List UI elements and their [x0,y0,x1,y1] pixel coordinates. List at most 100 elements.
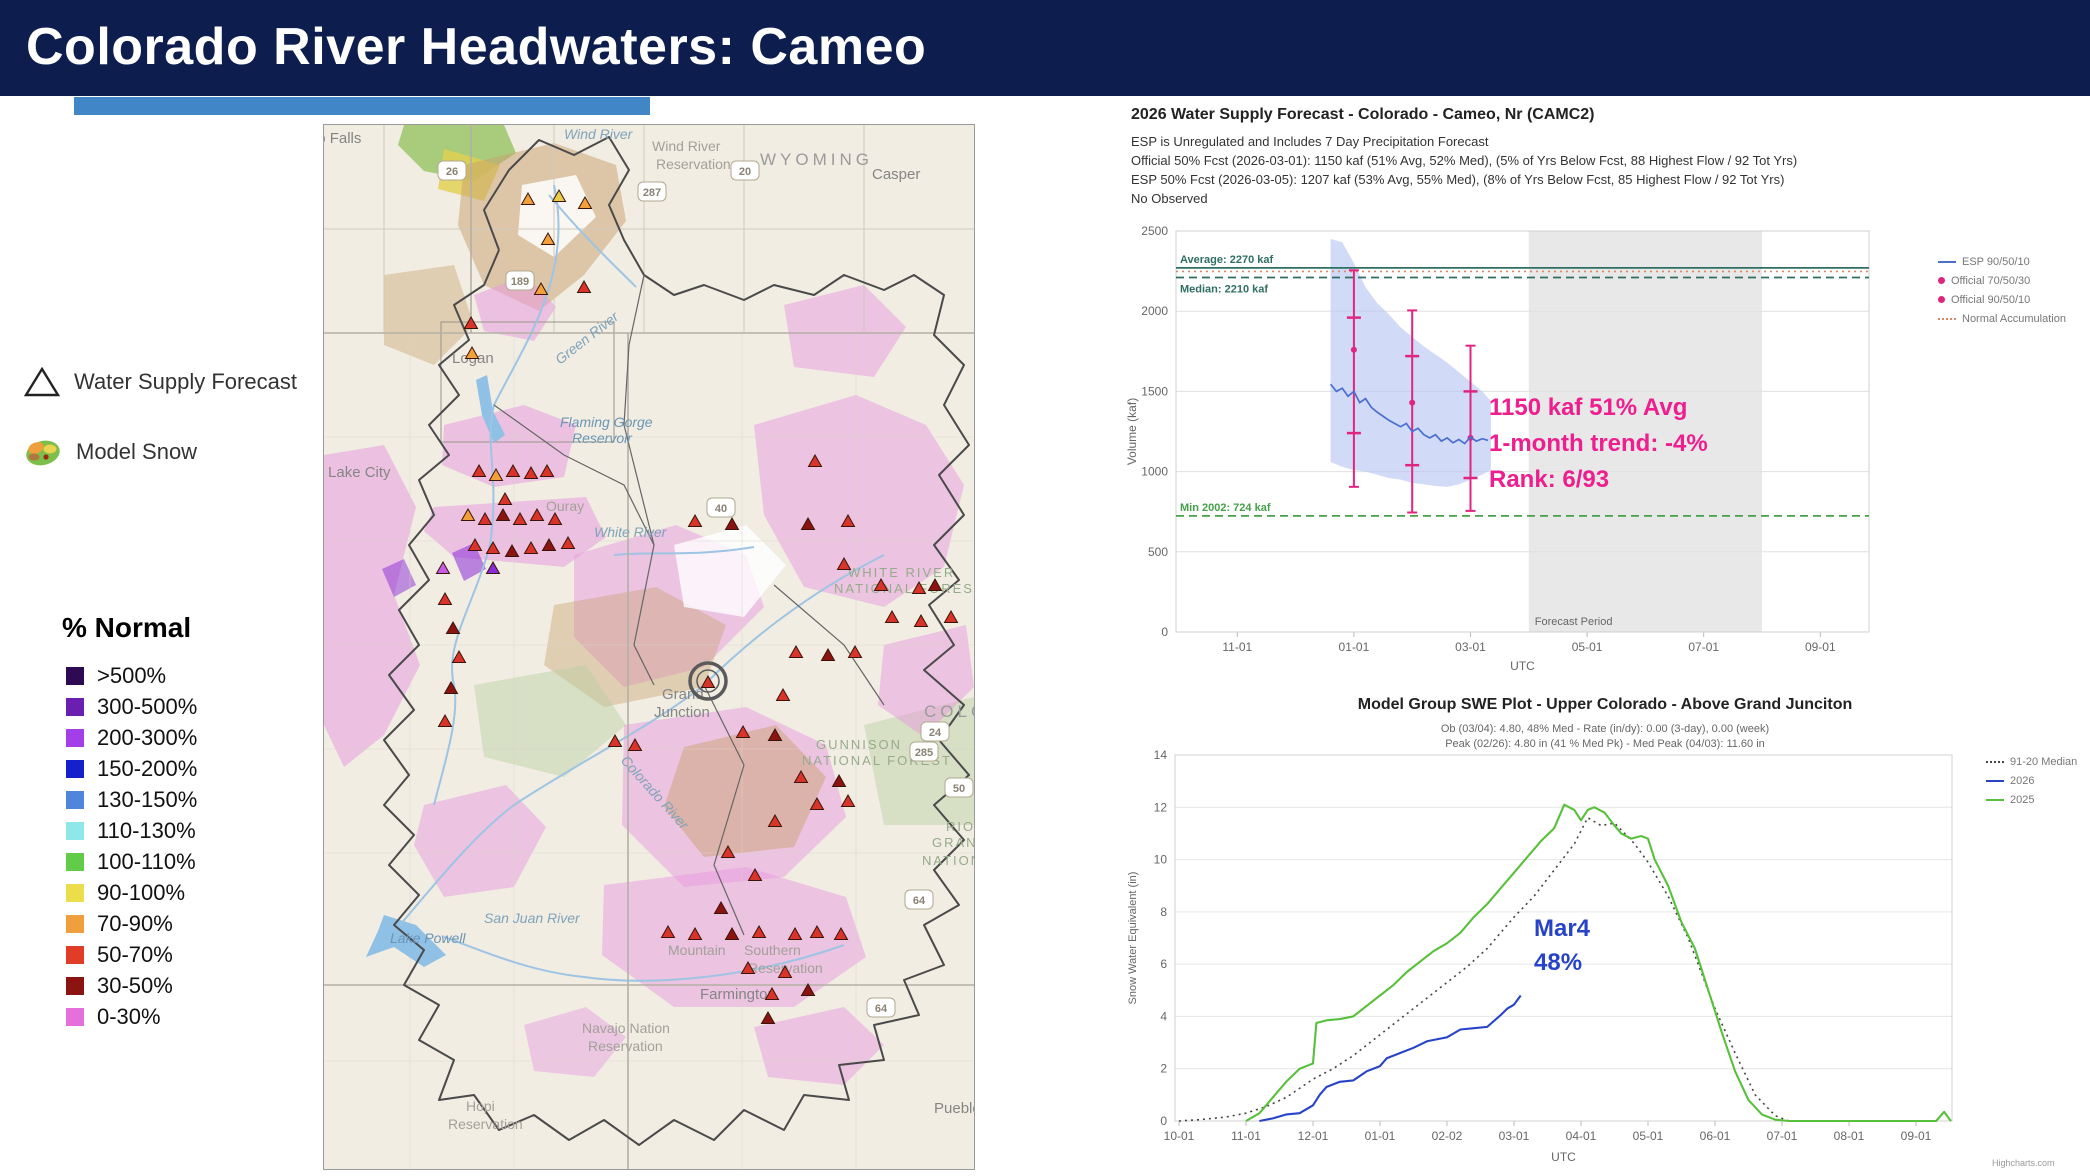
station-marker[interactable] [700,674,716,688]
station-marker[interactable] [793,769,809,783]
station-marker[interactable] [943,609,959,623]
station-marker[interactable] [747,867,763,881]
station-marker[interactable] [539,463,555,477]
station-marker[interactable] [523,465,539,479]
pct-normal-heading: % Normal [62,612,192,643]
station-marker[interactable] [767,727,783,741]
station-marker[interactable] [787,926,803,940]
station-marker[interactable] [809,924,825,938]
station-marker[interactable] [777,964,793,978]
chart-legend-item[interactable]: ESP 90/50/10 [1938,252,2066,271]
highcharts-credit[interactable]: Highcharts.com [1992,1158,2055,1168]
station-marker[interactable] [463,315,479,329]
station-marker[interactable] [775,687,791,701]
station-marker[interactable] [445,620,461,634]
chart-legend-item[interactable]: Normal Accumulation [1938,309,2066,328]
station-marker[interactable] [764,986,780,1000]
station-marker[interactable] [807,453,823,467]
station-marker[interactable] [504,543,520,557]
station-marker[interactable] [607,733,623,747]
station-marker[interactable] [873,577,889,591]
station-marker[interactable] [760,1010,776,1024]
station-marker[interactable] [577,195,593,209]
station-marker[interactable] [831,773,847,787]
station-marker[interactable] [724,516,740,530]
station-marker[interactable] [460,507,476,521]
station-marker[interactable] [713,900,729,914]
page-title: Colorado River Headwaters: Cameo [26,18,927,76]
chart-legend-item[interactable]: Official 90/50/10 [1938,290,2066,309]
station-marker[interactable] [497,491,513,505]
station-marker[interactable] [724,926,740,940]
station-marker[interactable] [767,813,783,827]
map-label: Idaho Falls [324,130,361,147]
station-marker[interactable] [740,960,756,974]
legend-series-icon [1986,798,2004,801]
station-marker[interactable] [477,511,493,525]
station-marker[interactable] [495,507,511,521]
station-marker[interactable] [471,463,487,477]
station-marker[interactable] [820,647,836,661]
station-marker[interactable] [529,507,545,521]
station-marker[interactable] [523,540,539,554]
station-marker[interactable] [435,560,451,574]
station-marker[interactable] [884,609,900,623]
station-marker[interactable] [541,537,557,551]
pct-normal-item: 130-150% [66,784,197,815]
pct-normal-item: 70-90% [66,908,197,939]
station-marker[interactable] [576,279,592,293]
station-marker[interactable] [927,577,943,591]
station-marker[interactable] [485,560,501,574]
basin-map-canvas[interactable]: Idaho Falls Wind River Wind River Reservati… [324,125,974,1169]
pct-normal-label: 200-300% [97,724,198,750]
station-marker[interactable] [505,463,521,477]
station-marker[interactable] [540,231,556,245]
station-marker[interactable] [660,924,676,938]
legend-snow-label: Model Snow [76,439,198,464]
station-marker[interactable] [437,591,453,605]
station-marker[interactable] [751,924,767,938]
legend-forecast-label: Water Supply Forecast [74,369,297,394]
station-marker[interactable] [687,926,703,940]
station-marker[interactable] [809,796,825,810]
chart-legend-item[interactable]: 2026 [1986,771,2077,790]
station-marker[interactable] [464,345,480,359]
station-marker[interactable] [840,793,856,807]
station-marker[interactable] [533,281,549,295]
station-marker[interactable] [627,737,643,751]
station-marker[interactable] [451,649,467,663]
station-marker[interactable] [788,644,804,658]
chart-legend-item[interactable]: 91-20 Median [1986,752,2077,771]
station-marker[interactable] [551,188,567,202]
station-marker[interactable] [443,680,459,694]
station-marker[interactable] [512,511,528,525]
station-marker[interactable] [833,926,849,940]
river [443,936,845,982]
map-label: White River [594,524,668,540]
station-marker[interactable] [560,535,576,549]
basin-map[interactable]: Idaho Falls Wind River Wind River Reservati… [323,124,975,1170]
station-marker[interactable] [800,982,816,996]
station-marker[interactable] [847,644,863,658]
legend-model-snow: Model Snow [22,434,197,470]
station-marker[interactable] [437,713,453,727]
station-marker[interactable] [800,516,816,530]
highway-number: 64 [913,895,926,907]
station-marker[interactable] [467,537,483,551]
station-marker[interactable] [735,724,751,738]
station-marker[interactable] [913,613,929,627]
station-marker[interactable] [485,540,501,554]
station-marker[interactable] [488,467,504,481]
station-marker[interactable] [547,511,563,525]
station-marker[interactable] [520,191,536,205]
station-marker[interactable] [911,580,927,594]
map-label: Salt Lake City [324,464,391,481]
station-marker[interactable] [840,513,856,527]
chart-legend-item[interactable]: 2025 [1986,790,2077,809]
x-tick-label: 01-01 [1339,640,1370,654]
station-marker[interactable] [687,513,703,527]
chart-legend-item[interactable]: Official 70/50/30 [1938,271,2066,290]
station-marker[interactable] [836,556,852,570]
station-marker[interactable] [720,844,736,858]
pct-normal-item: 50-70% [66,939,197,970]
